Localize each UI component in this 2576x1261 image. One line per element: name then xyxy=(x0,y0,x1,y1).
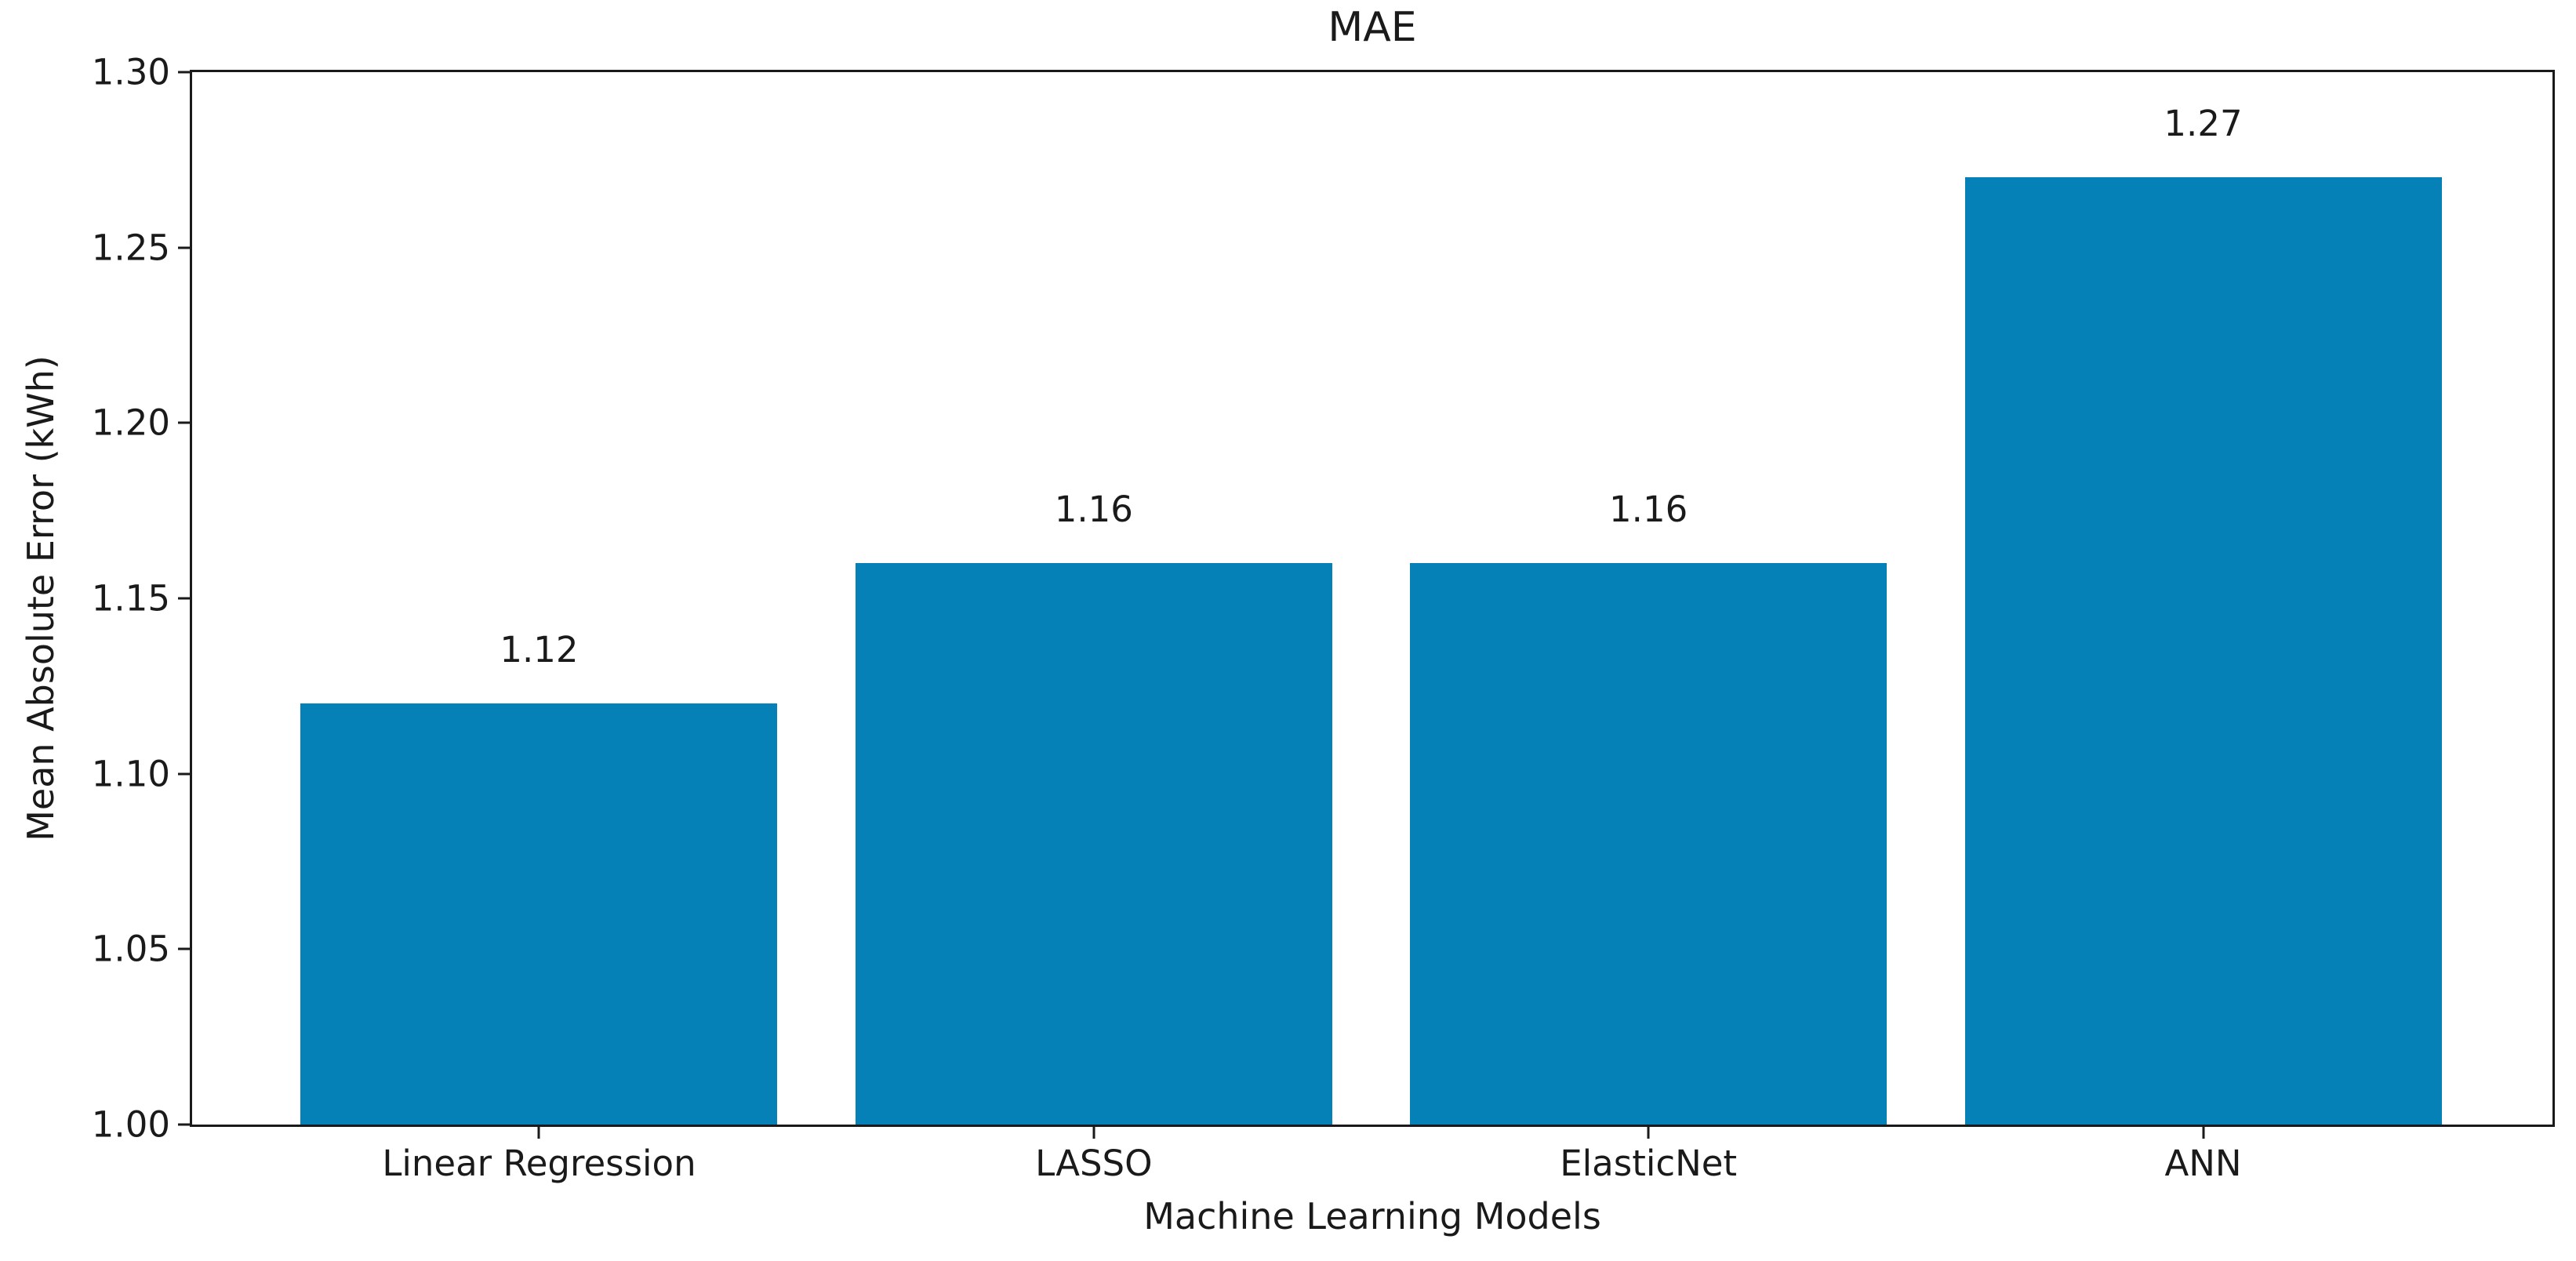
x-tick-label: ANN xyxy=(2164,1143,2242,1184)
x-axis-label: Machine Learning Models xyxy=(1143,1195,1601,1237)
bar xyxy=(1410,563,1887,1125)
y-tick-label: 1.20 xyxy=(91,402,170,444)
x-tick-mark xyxy=(1092,1125,1095,1139)
bar-value-label: 1.16 xyxy=(1609,489,1688,531)
y-tick-mark xyxy=(178,947,192,950)
chart-title: MAE xyxy=(1328,4,1417,51)
y-tick-label: 1.05 xyxy=(91,928,170,970)
y-tick-mark xyxy=(178,1123,192,1126)
bar xyxy=(300,703,778,1125)
x-tick-mark xyxy=(537,1125,540,1139)
y-tick-mark xyxy=(178,421,192,424)
x-tick-mark xyxy=(1647,1125,1650,1139)
bar-value-label: 1.27 xyxy=(2164,103,2243,145)
y-tick-mark xyxy=(178,772,192,776)
bar xyxy=(855,563,1332,1125)
x-tick-label: Linear Regression xyxy=(382,1143,696,1184)
bar-value-label: 1.16 xyxy=(1054,489,1133,531)
x-tick-mark xyxy=(2202,1125,2205,1139)
y-tick-label: 1.30 xyxy=(91,51,170,93)
y-tick-label: 1.25 xyxy=(91,227,170,269)
y-axis-label: Mean Absolute Error (kWh) xyxy=(20,355,62,841)
bar xyxy=(1964,177,2442,1125)
y-tick-label: 1.10 xyxy=(91,753,170,795)
y-tick-label: 1.00 xyxy=(91,1103,170,1146)
y-tick-mark xyxy=(178,71,192,74)
y-tick-mark xyxy=(178,246,192,249)
x-tick-label: LASSO xyxy=(1035,1143,1153,1184)
x-tick-label: ElasticNet xyxy=(1560,1143,1738,1184)
bar-value-label: 1.12 xyxy=(500,629,579,671)
y-tick-mark xyxy=(178,597,192,600)
plot-area: 1.00 1.05 1.10 1.15 1.20 1.25 1.30 1.12 Linear R… xyxy=(92,55,2555,1183)
y-tick-label: 1.15 xyxy=(91,577,170,620)
